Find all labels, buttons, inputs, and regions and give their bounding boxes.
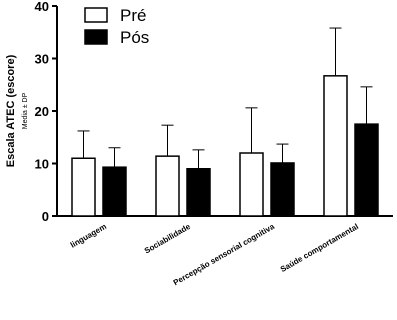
x-tick-label: Sociabilidade bbox=[143, 222, 193, 256]
bar bbox=[102, 166, 127, 217]
bar bbox=[186, 168, 211, 217]
bar bbox=[354, 123, 379, 217]
legend-label: Pós bbox=[120, 28, 149, 47]
bar bbox=[71, 157, 96, 217]
y-tick-label: 0 bbox=[42, 209, 49, 224]
x-tick-label: linguagem bbox=[69, 222, 108, 250]
y-tick-label: 10 bbox=[35, 157, 49, 172]
y-tick-label: 40 bbox=[35, 0, 49, 14]
legend-swatch bbox=[84, 29, 108, 45]
bar bbox=[270, 162, 295, 217]
bar bbox=[155, 155, 180, 217]
x-tick-label: Saúde comportamental bbox=[279, 222, 360, 274]
legend-label: Pré bbox=[120, 6, 146, 25]
legend-swatch bbox=[84, 7, 108, 23]
y-axis-label: Escala ATEC (escore) bbox=[5, 54, 17, 167]
y-tick-label: 30 bbox=[35, 52, 49, 67]
y-axis-sublabel: Media ± DP bbox=[22, 92, 29, 129]
bar bbox=[323, 75, 348, 217]
y-tick-label: 20 bbox=[35, 104, 49, 119]
bar bbox=[239, 152, 264, 217]
